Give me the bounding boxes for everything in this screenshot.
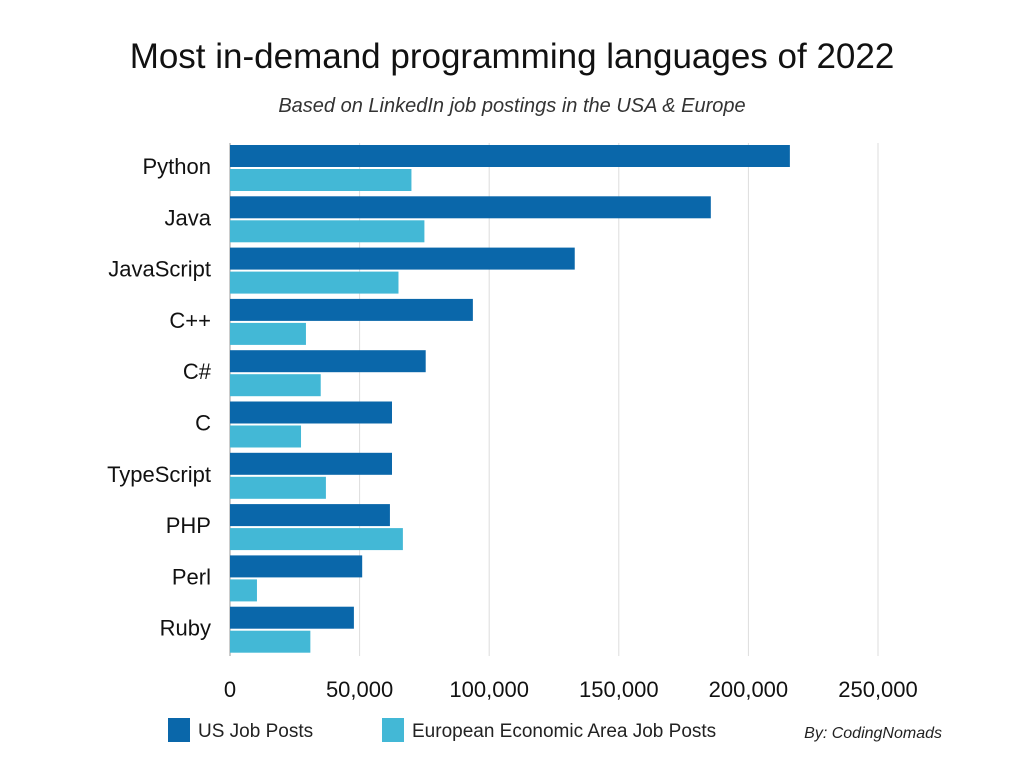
bar-eea	[230, 169, 412, 191]
bar-eea	[230, 220, 425, 243]
legend-swatch-us	[168, 718, 190, 742]
bar-us	[230, 555, 363, 578]
bar-eea	[230, 630, 311, 653]
bar-us	[230, 452, 392, 475]
chart-title: Most in-demand programming languages of …	[130, 37, 895, 76]
bar-us	[230, 196, 711, 219]
bar-eea	[230, 374, 321, 397]
legend-label-us: US Job Posts	[198, 721, 313, 742]
bar-us	[230, 401, 392, 424]
bar-eea	[230, 528, 403, 551]
category-label: PHP	[166, 513, 211, 538]
bar-us	[230, 298, 473, 321]
bar-us	[230, 606, 354, 629]
x-tick-labels: 0 50,000 100,000 150,000 200,000 250,000	[224, 677, 918, 702]
legend-label-eea: European Economic Area Job Posts	[412, 721, 716, 742]
x-tick-label: 200,000	[709, 677, 789, 702]
gridlines	[229, 143, 879, 656]
bar-eea	[230, 579, 257, 602]
bar-eea	[230, 476, 326, 499]
x-tick-label: 100,000	[449, 677, 529, 702]
category-label: C++	[169, 308, 211, 333]
bar-eea	[230, 322, 306, 345]
category-label: C#	[183, 359, 212, 384]
bar-us	[230, 145, 790, 167]
credit: By: CodingNomads	[804, 725, 942, 742]
category-label: Ruby	[160, 616, 211, 641]
category-label: JavaScript	[108, 257, 211, 282]
bar-us	[230, 504, 390, 527]
x-tick-label: 50,000	[326, 677, 393, 702]
bars	[230, 145, 790, 653]
category-label: TypeScript	[107, 462, 211, 487]
chart-subtitle: Based on LinkedIn job postings in the US…	[278, 95, 745, 117]
x-tick-label: 0	[224, 677, 236, 702]
x-tick-label: 250,000	[838, 677, 918, 702]
legend: US Job Posts European Economic Area Job …	[168, 718, 716, 742]
bar-eea	[230, 271, 399, 294]
category-label: Python	[143, 154, 212, 179]
x-tick-label: 150,000	[579, 677, 659, 702]
bar-us	[230, 247, 575, 270]
category-label: C	[195, 411, 211, 436]
bar-us	[230, 350, 426, 373]
legend-swatch-eea	[382, 718, 404, 742]
category-label: Perl	[172, 564, 211, 589]
category-labels: Python Java JavaScript C++ C# C TypeScript PHP P…	[107, 154, 212, 641]
bar-eea	[230, 425, 302, 448]
category-label: Java	[165, 205, 212, 230]
